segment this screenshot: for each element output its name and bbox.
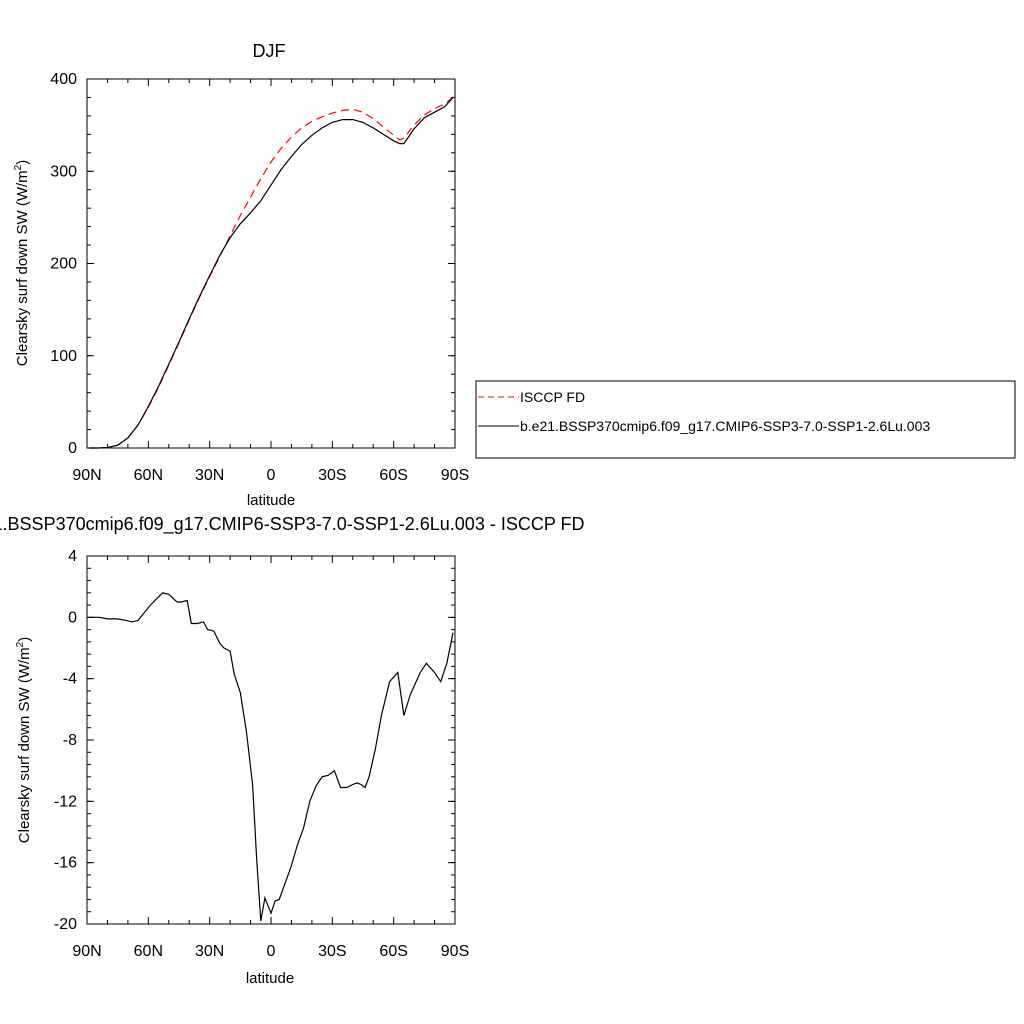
x-tick-label: 60S [379,467,407,484]
chart-top-ylabel-sup: 2 [13,164,24,170]
series-line-0 [89,96,454,449]
chart-bottom-title: b.e21.BSSP370cmip6.f09_g17.CMIP6-SSP3-7.… [0,514,585,535]
y-tick-label: 300 [50,163,77,180]
chart-top-ylabel: Clearsky surf down SW (W/m2) [13,160,31,366]
chart-top-plot-frame [86,78,456,449]
chart-bottom-ylabel-sup: 2 [15,641,26,647]
series-line-1 [89,97,454,449]
x-tick-label: 90N [72,943,101,960]
x-tick-label: 30N [195,943,224,960]
legend-label-model: b.e21.BSSP370cmip6.f09_g17.CMIP6-SSP3-7.… [520,418,930,434]
x-tick-label: 0 [267,467,276,484]
chart-bottom-ylabel-close: ) [16,637,33,642]
legend-box [475,380,1016,459]
y-tick-label: 400 [50,71,77,88]
chart-top-legend: ISCCP FD b.e21.BSSP370cmip6.f09_g17.CMIP… [475,380,1016,459]
x-tick-label: 30S [318,943,346,960]
legend-label-isccp-fd: ISCCP FD [520,389,585,405]
x-tick-label: 0 [267,943,276,960]
y-tick-label: -8 [63,732,77,749]
chart-bottom: b.e21.BSSP370cmip6.f09_g17.CMIP6-SSP3-7.… [0,514,585,987]
chart-bottom-xlabel: latitude [246,970,294,987]
y-tick-label: 0 [68,440,77,457]
chart-top-title: DJF [253,41,286,61]
y-tick-label: 0 [68,609,77,626]
chart-bottom-plot-frame [86,555,456,925]
chart-top-ylabel-close: ) [14,160,31,165]
y-tick-label: -4 [63,671,77,688]
x-tick-label: 60N [134,467,163,484]
x-tick-label: 90N [72,467,101,484]
y-tick-label: -20 [54,916,77,933]
x-tick-label: 90S [441,943,469,960]
y-tick-label: -16 [54,855,77,872]
x-tick-label: 60S [379,943,407,960]
y-tick-label: 200 [50,256,77,273]
chart-bottom-ylabel: Clearsky surf down SW (W/m2) [15,637,33,843]
y-tick-label: -12 [54,793,77,810]
x-tick-label: 60N [134,943,163,960]
chart-top-ylabel-main: Clearsky surf down SW (W/m [14,170,31,366]
y-tick-label: 100 [50,348,77,365]
x-tick-label: 90S [441,467,469,484]
x-tick-label: 30N [195,467,224,484]
x-tick-label: 30S [318,467,346,484]
chart-top-xlabel: latitude [247,492,295,509]
chart-bottom-ylabel-main: Clearsky surf down SW (W/m [16,647,33,843]
y-tick-label: 4 [68,548,77,565]
chart-top: DJF latitude Clearsky surf down SW (W/m2… [13,41,1016,509]
series-line-0 [89,592,454,922]
